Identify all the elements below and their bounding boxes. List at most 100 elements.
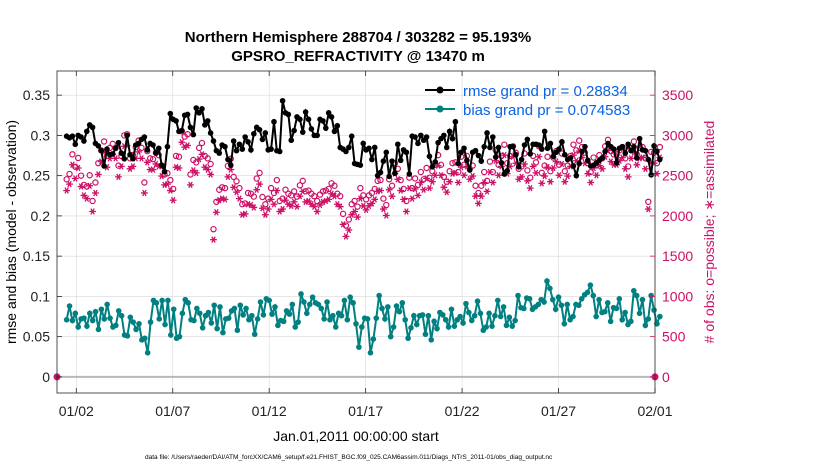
possible-obs-marker xyxy=(259,193,266,201)
possible-obs-marker xyxy=(184,130,191,138)
rmse-point xyxy=(495,144,502,151)
possible-obs-marker xyxy=(69,151,76,158)
asterisk-stroke xyxy=(170,196,176,204)
rmse-point xyxy=(426,153,433,160)
assimilated-obs-marker xyxy=(236,195,243,202)
bias-point xyxy=(413,321,420,328)
asterisk-stroke xyxy=(640,154,645,161)
asterisk-stroke xyxy=(533,169,539,177)
asterisk-stroke xyxy=(625,173,631,181)
possible-obs-marker xyxy=(253,175,260,182)
assimilated-obs-marker xyxy=(89,208,96,215)
asterisk-stroke xyxy=(395,176,401,183)
possible-obs-marker xyxy=(316,191,324,198)
rmse-point xyxy=(193,105,200,111)
bias-point xyxy=(350,300,356,306)
asterisk-stroke xyxy=(193,169,199,177)
asterisk-stroke xyxy=(150,166,156,173)
rmse-point xyxy=(115,139,122,146)
assimilated-obs-marker xyxy=(443,188,451,196)
bias-point xyxy=(298,291,304,297)
bias-point xyxy=(191,317,197,324)
bias-point xyxy=(526,296,533,302)
possible-obs-marker xyxy=(575,137,583,144)
asterisk-stroke xyxy=(96,171,101,178)
asterisk-stroke xyxy=(208,171,213,178)
rmse-point xyxy=(625,141,631,148)
rmse-point xyxy=(230,138,237,144)
bias-point xyxy=(133,326,139,333)
bias-point xyxy=(249,312,255,319)
assimilated-obs-marker xyxy=(538,180,546,187)
asterisk-stroke xyxy=(444,188,450,196)
assimilated-obs-marker xyxy=(316,201,324,209)
assimilated-obs-marker xyxy=(256,180,263,188)
y-tick-label-left: 0.25 xyxy=(23,168,50,184)
bias-point xyxy=(176,333,183,340)
possible-obs-marker xyxy=(100,138,108,145)
legend-rmse-label: rmse grand pr = 0.28834 xyxy=(463,83,628,100)
assimilated-obs-marker xyxy=(92,189,99,197)
assimilated-obs-marker xyxy=(472,192,479,200)
asterisk-stroke xyxy=(458,163,464,171)
bias-point xyxy=(225,315,232,321)
assimilated-obs-marker xyxy=(313,208,321,215)
asterisk-stroke xyxy=(165,180,170,188)
bias-point xyxy=(66,303,73,309)
asterisk-stroke xyxy=(545,163,550,171)
assimilated-obs-marker xyxy=(644,205,652,213)
rmse-point xyxy=(308,126,315,132)
assimilated-obs-marker xyxy=(403,208,410,215)
rmse-point xyxy=(239,146,246,152)
rmse-point xyxy=(155,145,162,152)
asterisk-stroke xyxy=(73,175,78,182)
bias-point xyxy=(315,301,322,308)
bias-point xyxy=(549,296,556,303)
rmse-point xyxy=(320,118,326,124)
bias-point xyxy=(474,298,481,305)
bias-point xyxy=(457,313,463,320)
rmse-point xyxy=(346,144,352,151)
possible-obs-marker xyxy=(351,197,358,205)
asterisk-stroke xyxy=(360,202,366,210)
assimilated-obs-marker xyxy=(486,168,494,176)
bias-point xyxy=(408,324,414,331)
possible-obs-marker xyxy=(221,184,229,192)
possible-obs-marker xyxy=(561,168,568,175)
bias-point xyxy=(214,325,220,332)
assimilated-obs-marker xyxy=(598,165,606,173)
bias-point xyxy=(199,324,206,331)
rmse-point xyxy=(95,143,102,149)
y-tick-label-right: 0 xyxy=(662,369,670,385)
possible-obs-marker xyxy=(354,203,361,210)
possible-obs-marker xyxy=(195,144,203,152)
assimilated-obs-marker xyxy=(400,196,407,203)
rmse-point xyxy=(268,146,274,152)
bias-point xyxy=(356,344,362,350)
asterisk-stroke xyxy=(519,173,524,181)
asterisk-stroke xyxy=(355,213,360,221)
asterisk-stroke xyxy=(185,142,190,149)
possible-obs-marker xyxy=(296,182,304,189)
possible-obs-marker xyxy=(480,168,488,176)
rmse-point xyxy=(242,134,248,140)
bias-point xyxy=(515,292,521,299)
bias-point xyxy=(127,314,134,321)
asterisk-stroke xyxy=(620,154,625,161)
assimilated-obs-marker xyxy=(184,142,191,149)
asterisk-stroke xyxy=(291,198,297,206)
rmse-point xyxy=(412,134,418,140)
asterisk-stroke xyxy=(461,171,467,179)
rmse-point xyxy=(550,153,557,160)
rmse-point xyxy=(636,135,643,142)
rmse-point xyxy=(389,158,395,164)
bias-point xyxy=(257,299,264,305)
rmse-point xyxy=(109,151,116,157)
assimilated-obs-marker xyxy=(129,163,137,170)
asterisk-stroke xyxy=(548,178,553,185)
bias-point xyxy=(246,316,252,323)
x-tick-label: 01/27 xyxy=(541,403,576,419)
assimilated-obs-marker xyxy=(259,204,266,212)
y-tick-label-left: 0.1 xyxy=(31,288,51,304)
bias-point xyxy=(578,296,585,302)
